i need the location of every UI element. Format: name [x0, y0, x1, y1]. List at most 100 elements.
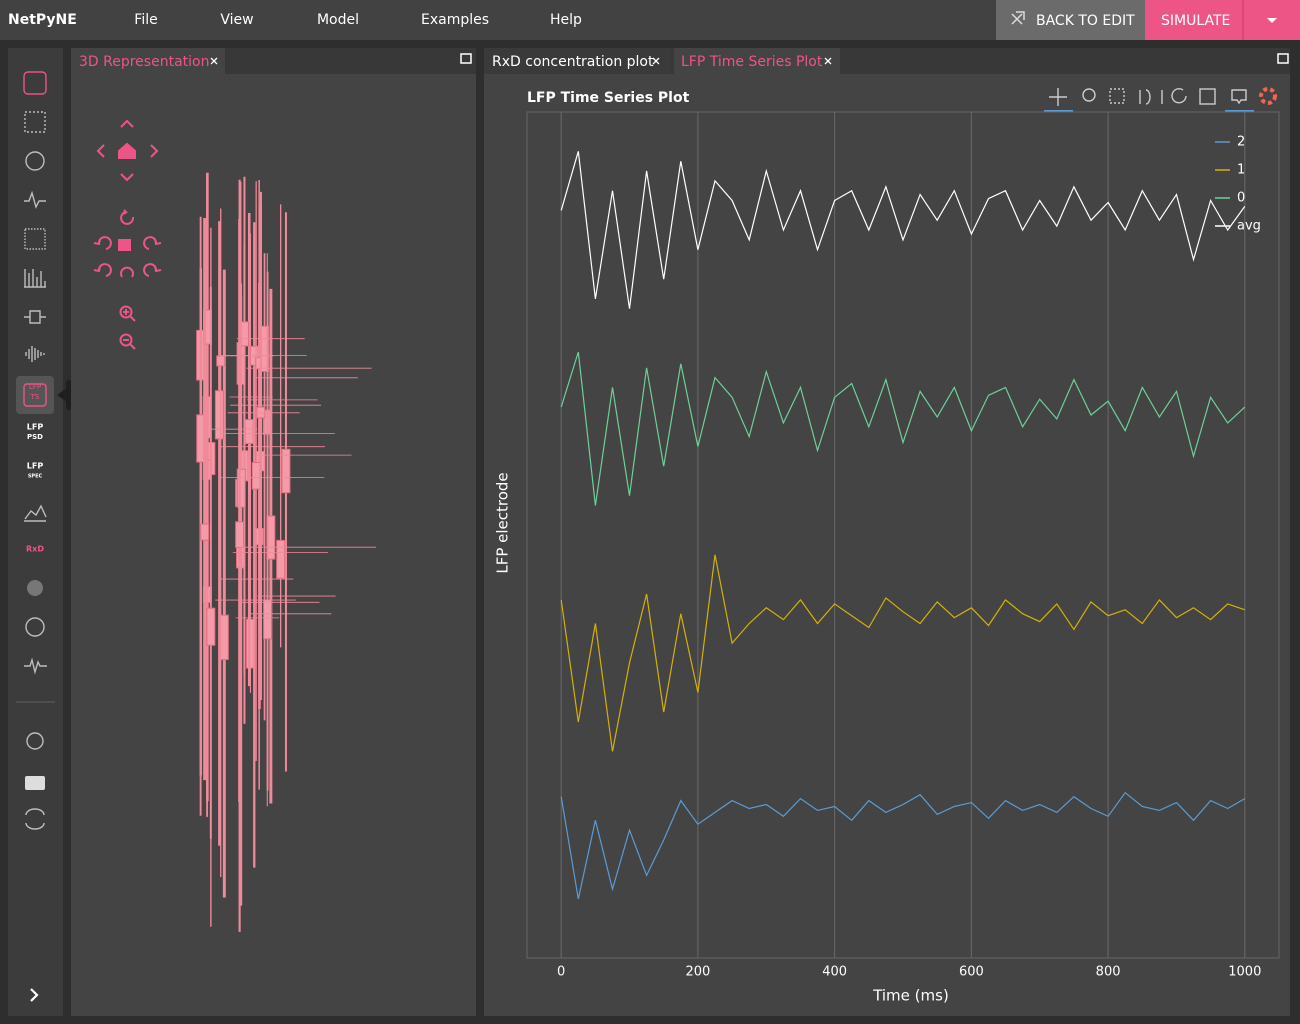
rotate[interactable] [143, 263, 162, 277]
save-tool[interactable] [1199, 88, 1216, 105]
icon[interactable] [24, 228, 46, 250]
badge-top: LFP [29, 383, 41, 391]
rotate[interactable] [120, 209, 135, 225]
pan-down[interactable] [120, 173, 134, 182]
menu-item[interactable]: Help [550, 12, 582, 28]
camera[interactable] [118, 239, 131, 251]
icon[interactable] [25, 808, 45, 830]
soma [235, 521, 245, 548]
expand-icon[interactable] [30, 988, 39, 1002]
badge-bottom: SPEC [28, 474, 43, 480]
close-icon[interactable] [210, 57, 218, 65]
back-to-edit-button[interactable] [996, 0, 1145, 40]
close-icon[interactable] [824, 57, 832, 65]
reset-tool[interactable] [1171, 88, 1187, 104]
rotate[interactable] [93, 263, 112, 277]
maximize-icon[interactable] [1277, 53, 1289, 64]
plot-toolbar [1044, 87, 1277, 112]
pan-up[interactable] [120, 119, 134, 128]
3d-network [196, 172, 376, 932]
x-tick-label: 1000 [1228, 965, 1261, 980]
pan-right[interactable] [150, 144, 159, 158]
back-to-edit-label: BACK TO EDIT [1036, 13, 1135, 29]
legend-label: 2 [1237, 135, 1245, 150]
simulate-label: SIMULATE [1161, 13, 1230, 29]
hover-tool[interactable] [1231, 89, 1247, 105]
legend-label: avg [1237, 219, 1261, 234]
menu-item[interactable]: Model [317, 12, 359, 28]
x-tick-label: 200 [685, 965, 710, 980]
menu-item[interactable]: File [134, 12, 157, 28]
icon[interactable] [24, 111, 46, 133]
camera-controls [93, 119, 162, 350]
bokeh-logo[interactable] [1259, 87, 1277, 105]
label-tool[interactable] [1139, 89, 1163, 105]
icon[interactable] [23, 71, 47, 95]
soma [276, 539, 286, 579]
edit-icon [1011, 11, 1025, 25]
icon[interactable] [25, 617, 45, 637]
tab-label: RxD concentration plot [492, 54, 654, 70]
menu-item[interactable]: Examples [421, 12, 489, 28]
zoom-tool[interactable] [1082, 88, 1096, 102]
icon[interactable] [25, 151, 45, 171]
trace [560, 151, 1246, 309]
rotate[interactable] [143, 236, 162, 250]
home[interactable] [118, 142, 136, 159]
rotate[interactable] [120, 266, 134, 278]
soma [244, 419, 254, 445]
plot-frame [526, 111, 1280, 959]
icon[interactable] [27, 580, 43, 596]
zoom-out[interactable] [119, 333, 133, 347]
tab[interactable] [674, 48, 840, 74]
dropdown-arrow[interactable] [1267, 18, 1277, 23]
badge-top[interactable]: LFP [27, 423, 44, 432]
rotate[interactable] [93, 236, 112, 250]
menu-item[interactable]: View [220, 12, 253, 28]
badge-bottom: PSD [27, 433, 43, 441]
icon[interactable] [24, 190, 46, 209]
badge-top[interactable]: LFP [27, 462, 44, 471]
x-axis-label: Time (ms) [872, 987, 949, 1005]
icon[interactable] [23, 383, 47, 407]
pan-tool[interactable] [1049, 88, 1067, 106]
legend-label: 1 [1237, 163, 1245, 178]
sidebar [8, 48, 63, 1016]
icon[interactable] [24, 504, 47, 522]
zoom-in[interactable] [119, 305, 133, 319]
close-icon[interactable] [652, 57, 660, 65]
icon[interactable] [26, 732, 44, 750]
maximize-icon[interactable] [460, 53, 472, 64]
soma [219, 614, 229, 661]
select-tool[interactable] [1109, 88, 1125, 104]
soma [263, 599, 273, 640]
plot: 0 200 400 600 800 1000 2 1 0 avg [557, 112, 1261, 980]
x-tick-label: 400 [822, 965, 847, 980]
trace [560, 791, 1246, 900]
tab[interactable] [484, 48, 671, 74]
y-axis-label: LFP electrode [494, 472, 512, 573]
tab-label: LFP Time Series Plot [681, 54, 823, 70]
brand: NetPyNE [8, 12, 77, 28]
pan-left[interactable] [96, 144, 105, 158]
tab[interactable] [71, 48, 225, 74]
right-panel [484, 48, 1290, 1016]
icon[interactable] [24, 657, 47, 675]
x-tick-label: 800 [1096, 965, 1121, 980]
soma [200, 523, 210, 541]
icon[interactable] [25, 776, 45, 790]
icon[interactable] [24, 269, 46, 288]
legend-label: 0 [1237, 191, 1245, 206]
soma [216, 355, 226, 367]
icon[interactable] [25, 346, 45, 362]
chart-title: LFP Time Series Plot [527, 90, 690, 106]
rxd-icon[interactable]: RxD [26, 545, 44, 554]
icon[interactable] [24, 310, 46, 324]
trace [560, 554, 1245, 752]
active-icon-bg [16, 376, 54, 414]
badge-bottom: TS [30, 393, 40, 401]
soma [214, 390, 224, 440]
